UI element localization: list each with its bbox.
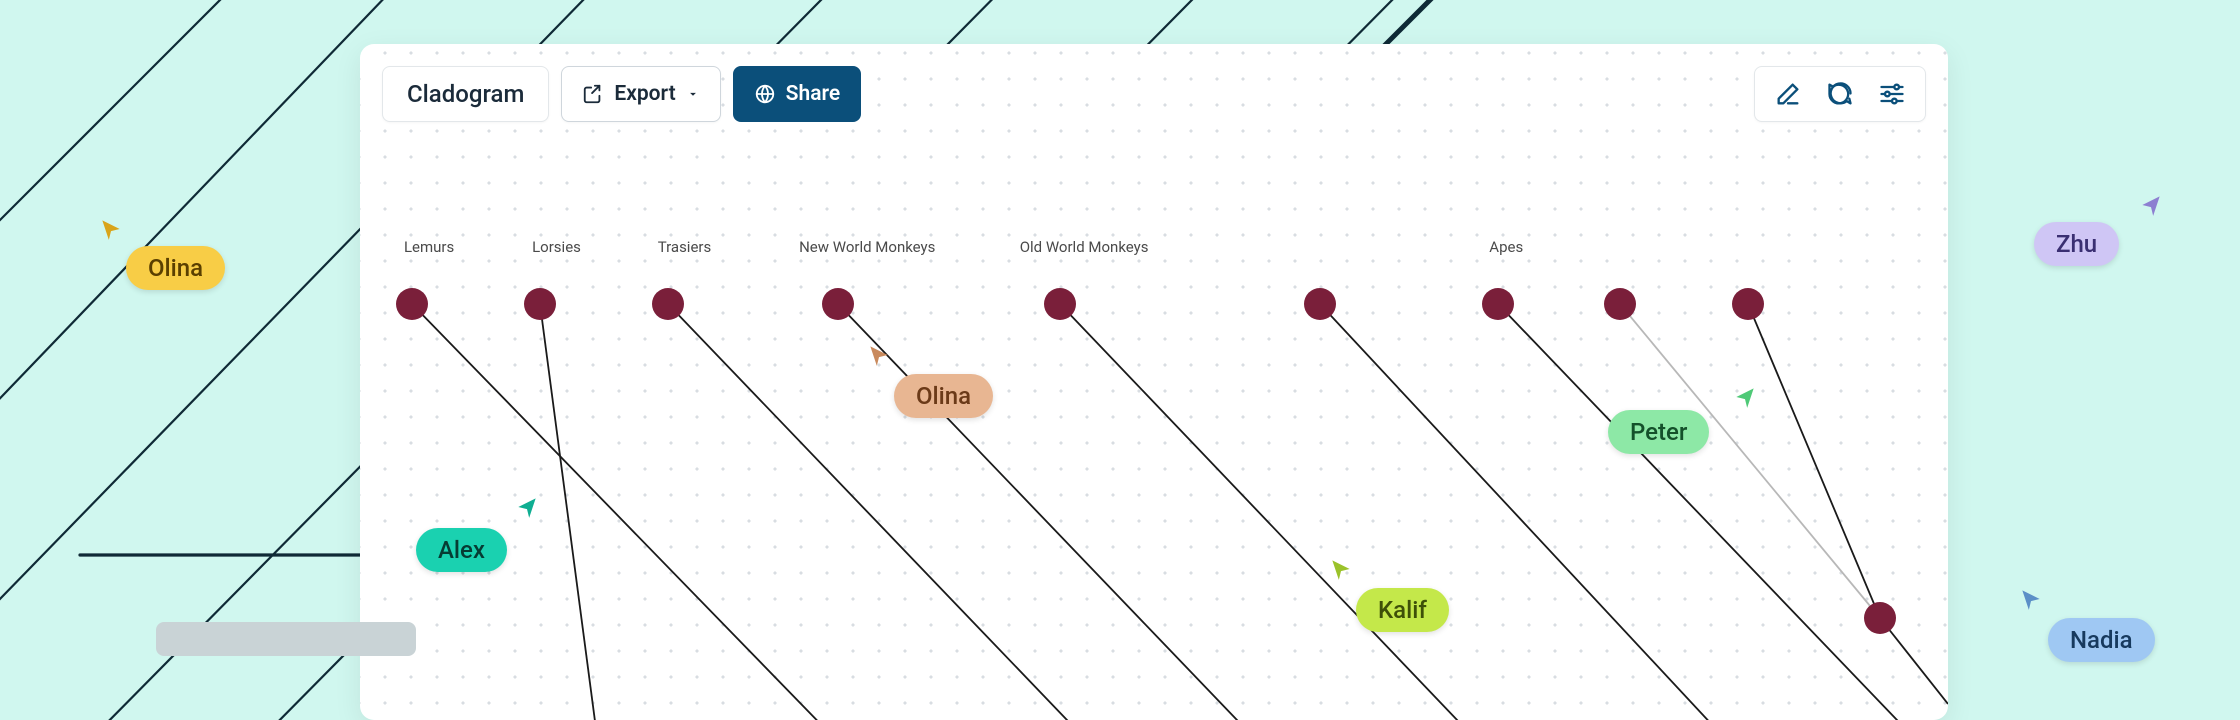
cursor-arrow-icon bbox=[1328, 556, 1354, 582]
collaborator-cursor: Olina bbox=[126, 246, 225, 290]
share-button[interactable]: Share bbox=[733, 66, 861, 122]
share-label: Share bbox=[786, 82, 840, 106]
icon-tray bbox=[1754, 66, 1926, 122]
collaborator-name-pill: Olina bbox=[894, 374, 993, 418]
export-icon bbox=[582, 83, 604, 105]
collaborator-name-pill: Kalif bbox=[1356, 588, 1449, 632]
cladogram-node[interactable] bbox=[822, 288, 854, 320]
cursor-arrow-icon bbox=[866, 342, 892, 368]
export-label: Export bbox=[614, 82, 675, 106]
node-label: New World Monkeys bbox=[799, 238, 935, 256]
collaborator-name-pill: Alex bbox=[416, 528, 507, 572]
export-button[interactable]: Export bbox=[561, 66, 720, 122]
node-label: Trasiers bbox=[658, 238, 712, 256]
cladogram-node[interactable] bbox=[1732, 288, 1764, 320]
cladogram-node[interactable] bbox=[652, 288, 684, 320]
edit-icon[interactable] bbox=[1773, 79, 1803, 109]
diagram-title[interactable]: Cladogram bbox=[382, 66, 549, 122]
cursor-arrow-icon bbox=[1732, 384, 1758, 410]
collaborator-cursor: Zhu bbox=[2034, 222, 2119, 266]
cursor-arrow-icon bbox=[514, 494, 540, 520]
globe-icon bbox=[754, 83, 776, 105]
cladogram-node[interactable] bbox=[1482, 288, 1514, 320]
node-label: Lorsies bbox=[532, 238, 581, 256]
collaborator-name-pill: Nadia bbox=[2048, 618, 2155, 662]
cladogram-node[interactable] bbox=[1304, 288, 1336, 320]
cladogram-node[interactable] bbox=[1044, 288, 1076, 320]
cladogram-node[interactable] bbox=[396, 288, 428, 320]
diagram-panel[interactable]: Cladogram Export Share bbox=[360, 44, 1948, 720]
cladogram-node[interactable] bbox=[1604, 288, 1636, 320]
collaborator-cursor: Alex bbox=[416, 528, 507, 572]
collaborator-name-pill: Olina bbox=[126, 246, 225, 290]
cladogram-edges bbox=[360, 44, 1948, 720]
collaborator-cursor: Olina bbox=[894, 374, 993, 418]
cursor-arrow-icon bbox=[2018, 586, 2044, 612]
toolbar-left: Cladogram Export Share bbox=[382, 62, 861, 126]
collaborator-cursor: Peter bbox=[1608, 410, 1709, 454]
cladogram-node[interactable] bbox=[1864, 602, 1896, 634]
cladogram-node[interactable] bbox=[524, 288, 556, 320]
node-label: Old World Monkeys bbox=[1020, 238, 1149, 256]
collaborator-cursor: Kalif bbox=[1356, 588, 1449, 632]
collaborator-name-pill: Zhu bbox=[2034, 222, 2119, 266]
toolbar-right bbox=[1754, 62, 1926, 126]
chat-icon[interactable] bbox=[1825, 79, 1855, 109]
cursor-arrow-icon bbox=[98, 216, 124, 242]
diagram-title-text: Cladogram bbox=[407, 80, 524, 108]
collaborator-name-pill: Peter bbox=[1608, 410, 1709, 454]
sliders-icon[interactable] bbox=[1877, 79, 1907, 109]
node-label: Lemurs bbox=[404, 238, 454, 256]
node-label: Apes bbox=[1489, 238, 1523, 256]
chevron-down-icon bbox=[686, 87, 700, 101]
collaborator-cursor: Nadia bbox=[2048, 618, 2155, 662]
cursor-arrow-icon bbox=[2138, 192, 2164, 218]
